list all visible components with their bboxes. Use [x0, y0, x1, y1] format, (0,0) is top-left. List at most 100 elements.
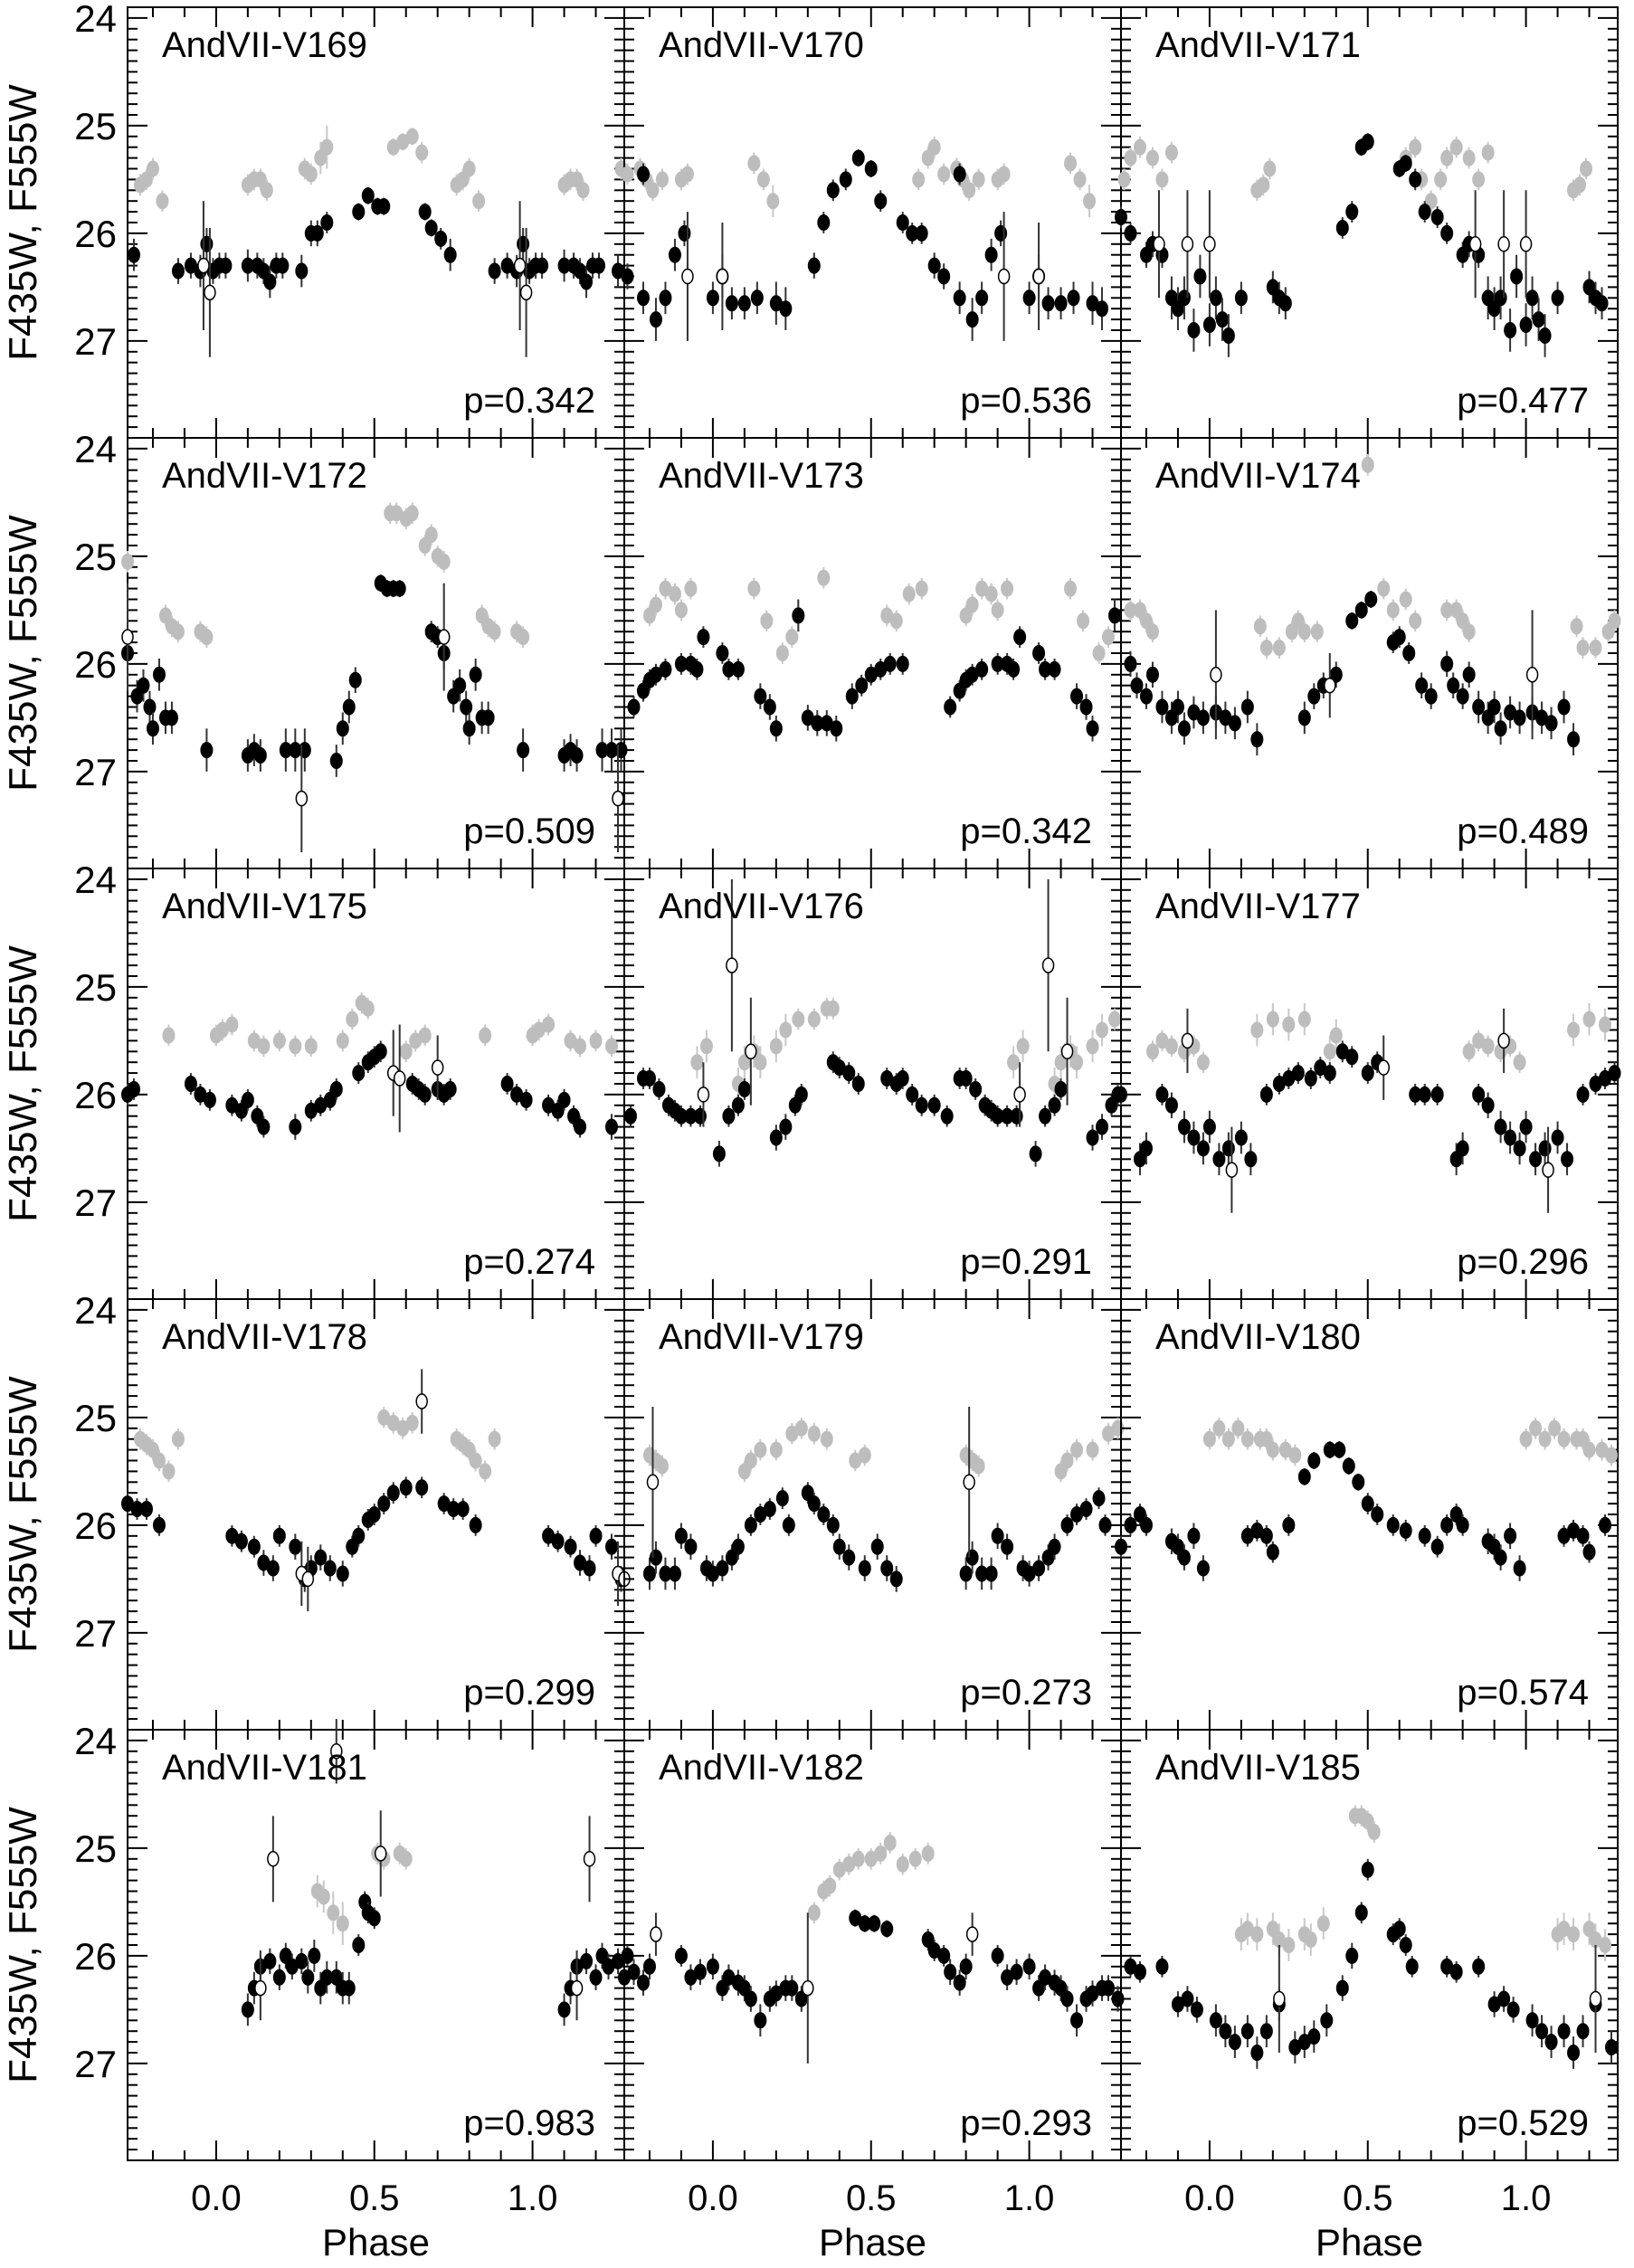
data-point-black: [137, 677, 150, 694]
x-tick-label: 1.0: [1501, 2178, 1552, 2218]
data-point-black: [1240, 1527, 1254, 1544]
data-point-black: [570, 747, 584, 764]
y-tick-label: 24: [74, 1720, 117, 1762]
data-point-black: [1297, 1468, 1311, 1485]
panel-frame: [623, 437, 1122, 869]
data-point-open: [965, 1926, 979, 1942]
data-point-black: [674, 1527, 688, 1544]
data-point-gray: [1077, 612, 1090, 630]
data-point-black: [152, 1516, 166, 1533]
data-point-gray: [1272, 1931, 1286, 1949]
data-point-black: [367, 1506, 381, 1523]
data-point-black: [1215, 311, 1229, 328]
data-point-gray: [1297, 1011, 1311, 1028]
data-point-black: [991, 1947, 1004, 1964]
data-point-black: [574, 1554, 587, 1571]
panel-title: AndVII-V174: [1155, 456, 1361, 496]
data-point-black: [731, 1538, 745, 1555]
data-point-open: [1060, 1043, 1074, 1060]
data-point-black: [1108, 607, 1122, 624]
data-point-gray: [1599, 1937, 1612, 1953]
data-point-black: [690, 660, 704, 678]
data-point-gray: [517, 629, 530, 646]
data-point-black: [737, 295, 751, 312]
data-point-gray: [826, 1000, 840, 1017]
data-point-gray: [1472, 171, 1486, 188]
data-point-gray: [405, 128, 419, 145]
data-point-gray: [1567, 1021, 1581, 1039]
data-point-black: [855, 677, 869, 694]
data-point-black: [1402, 645, 1416, 661]
data-point-gray: [1519, 1430, 1533, 1447]
panel-frame: [127, 868, 625, 1300]
data-point-gray: [327, 1904, 340, 1922]
data-point-gray: [1361, 456, 1374, 473]
data-point-black: [289, 742, 302, 759]
data-point-black: [1234, 1129, 1248, 1146]
data-point-black: [1202, 317, 1216, 334]
data-point-gray: [754, 1441, 767, 1458]
data-point-black: [1187, 704, 1201, 721]
data-point-black: [716, 1560, 729, 1577]
data-point-gray: [472, 193, 486, 210]
data-point-open: [1377, 1059, 1390, 1076]
panel-andvii-v172: AndVII-V172 p=0.509: [121, 437, 628, 869]
data-point-black: [953, 166, 966, 183]
y-tick-label: 24: [74, 428, 117, 470]
data-point-gray: [1409, 138, 1422, 156]
data-point-gray: [972, 1457, 985, 1475]
data-point-black: [462, 720, 476, 737]
data-point-black: [342, 1979, 356, 1997]
x-tick-label: 0.0: [191, 2178, 242, 2218]
data-point-black: [580, 273, 594, 290]
data-point-black: [642, 1958, 656, 1975]
panel-andvii-v181: AndVII-V181 p=0.983: [127, 1719, 631, 2161]
data-point-black: [1535, 2023, 1549, 2040]
data-point-black: [1070, 1506, 1084, 1523]
data-point-black: [959, 1565, 973, 1582]
data-point-black: [1048, 1538, 1061, 1555]
panel-title: AndVII-V172: [162, 456, 367, 496]
data-point-black: [298, 742, 311, 759]
panel-title: AndVII-V169: [162, 25, 367, 65]
data-point-black: [393, 580, 406, 597]
data-point-black: [1288, 2039, 1302, 2056]
data-point-black: [557, 1091, 571, 1108]
data-point-black: [959, 1958, 973, 1975]
data-point-gray: [785, 1425, 799, 1442]
data-point-open: [513, 257, 527, 274]
panel-andvii-v185: AndVII-V185 p=0.529: [1120, 1729, 1619, 2161]
data-point-gray: [1462, 623, 1476, 641]
data-point-gray: [690, 1054, 704, 1071]
data-point-black: [659, 289, 672, 307]
data-point-gray: [817, 569, 831, 586]
data-point-black: [984, 246, 998, 263]
data-point-black: [991, 1107, 1004, 1125]
data-point-black: [851, 149, 865, 166]
data-point-black: [754, 1506, 767, 1523]
data-point-open: [650, 1926, 662, 1942]
data-point-black: [1039, 1969, 1052, 1986]
data-point-black: [712, 1145, 726, 1162]
data-point-black: [937, 268, 951, 285]
data-point-black: [1124, 1516, 1137, 1533]
data-point-black: [510, 1086, 524, 1103]
data-point-black: [241, 1091, 254, 1108]
data-point-black: [1532, 311, 1545, 328]
data-point-black: [807, 257, 821, 274]
data-point-open: [802, 1979, 814, 1997]
data-point-gray: [396, 1419, 410, 1437]
panel-andvii-v179: AndVII-V179 p=0.273: [623, 1298, 1125, 1731]
data-point-black: [263, 1952, 277, 1969]
data-point-gray: [304, 166, 318, 183]
data-point-black: [1307, 688, 1321, 705]
data-point-gray: [779, 1021, 793, 1039]
data-point-black: [253, 747, 267, 764]
data-point-black: [1297, 709, 1311, 726]
data-point-black: [1079, 1501, 1093, 1518]
data-point-black: [1282, 1516, 1296, 1533]
data-point-black: [314, 1549, 328, 1566]
panel-andvii-v169: AndVII-V169 p=0.342: [127, 6, 628, 439]
data-point-black: [927, 1096, 941, 1114]
data-point-black: [975, 289, 989, 307]
